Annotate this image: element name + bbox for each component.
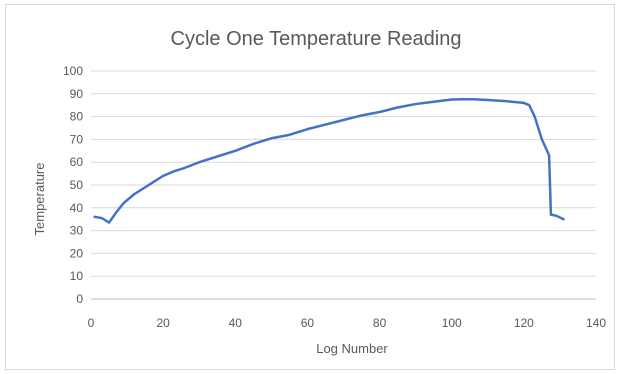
y-tick-label: 50 xyxy=(70,178,84,192)
x-tick-label: 120 xyxy=(514,316,534,330)
chart-frame: Cycle One Temperature Reading 0 10 20 30 40 5… xyxy=(5,4,615,370)
tick-labels: 0 10 20 30 40 50 60 70 80 90 100 0 20 40 60 80 100 120 140 xyxy=(63,64,606,330)
y-tick-label: 10 xyxy=(70,269,84,283)
y-tick-label: 80 xyxy=(70,110,84,124)
y-tick-label: 70 xyxy=(70,132,84,146)
chart-title: Cycle One Temperature Reading xyxy=(171,28,462,50)
y-tick-label: 0 xyxy=(76,292,83,306)
x-tick-label: 0 xyxy=(88,316,95,330)
x-tick-label: 60 xyxy=(301,316,315,330)
series-line-0 xyxy=(93,98,565,224)
y-tick-label: 90 xyxy=(70,87,84,101)
series-group xyxy=(93,98,565,224)
x-tick-label: 40 xyxy=(229,316,243,330)
x-tick-label: 100 xyxy=(442,316,462,330)
y-tick-label: 30 xyxy=(70,224,84,238)
x-tick-label: 80 xyxy=(373,316,387,330)
x-tick-label: 20 xyxy=(156,316,170,330)
grid-lines xyxy=(91,70,596,277)
y-axis-label: Temperature xyxy=(32,163,47,236)
y-tick-label: 100 xyxy=(63,64,83,78)
y-tick-label: 20 xyxy=(70,246,84,260)
y-tick-label: 60 xyxy=(70,155,84,169)
x-tick-label: 140 xyxy=(586,316,606,330)
x-axis-label: Log Number xyxy=(316,341,388,356)
y-tick-label: 40 xyxy=(70,201,84,215)
line-chart: Cycle One Temperature Reading 0 10 20 30 40 5… xyxy=(32,28,606,356)
